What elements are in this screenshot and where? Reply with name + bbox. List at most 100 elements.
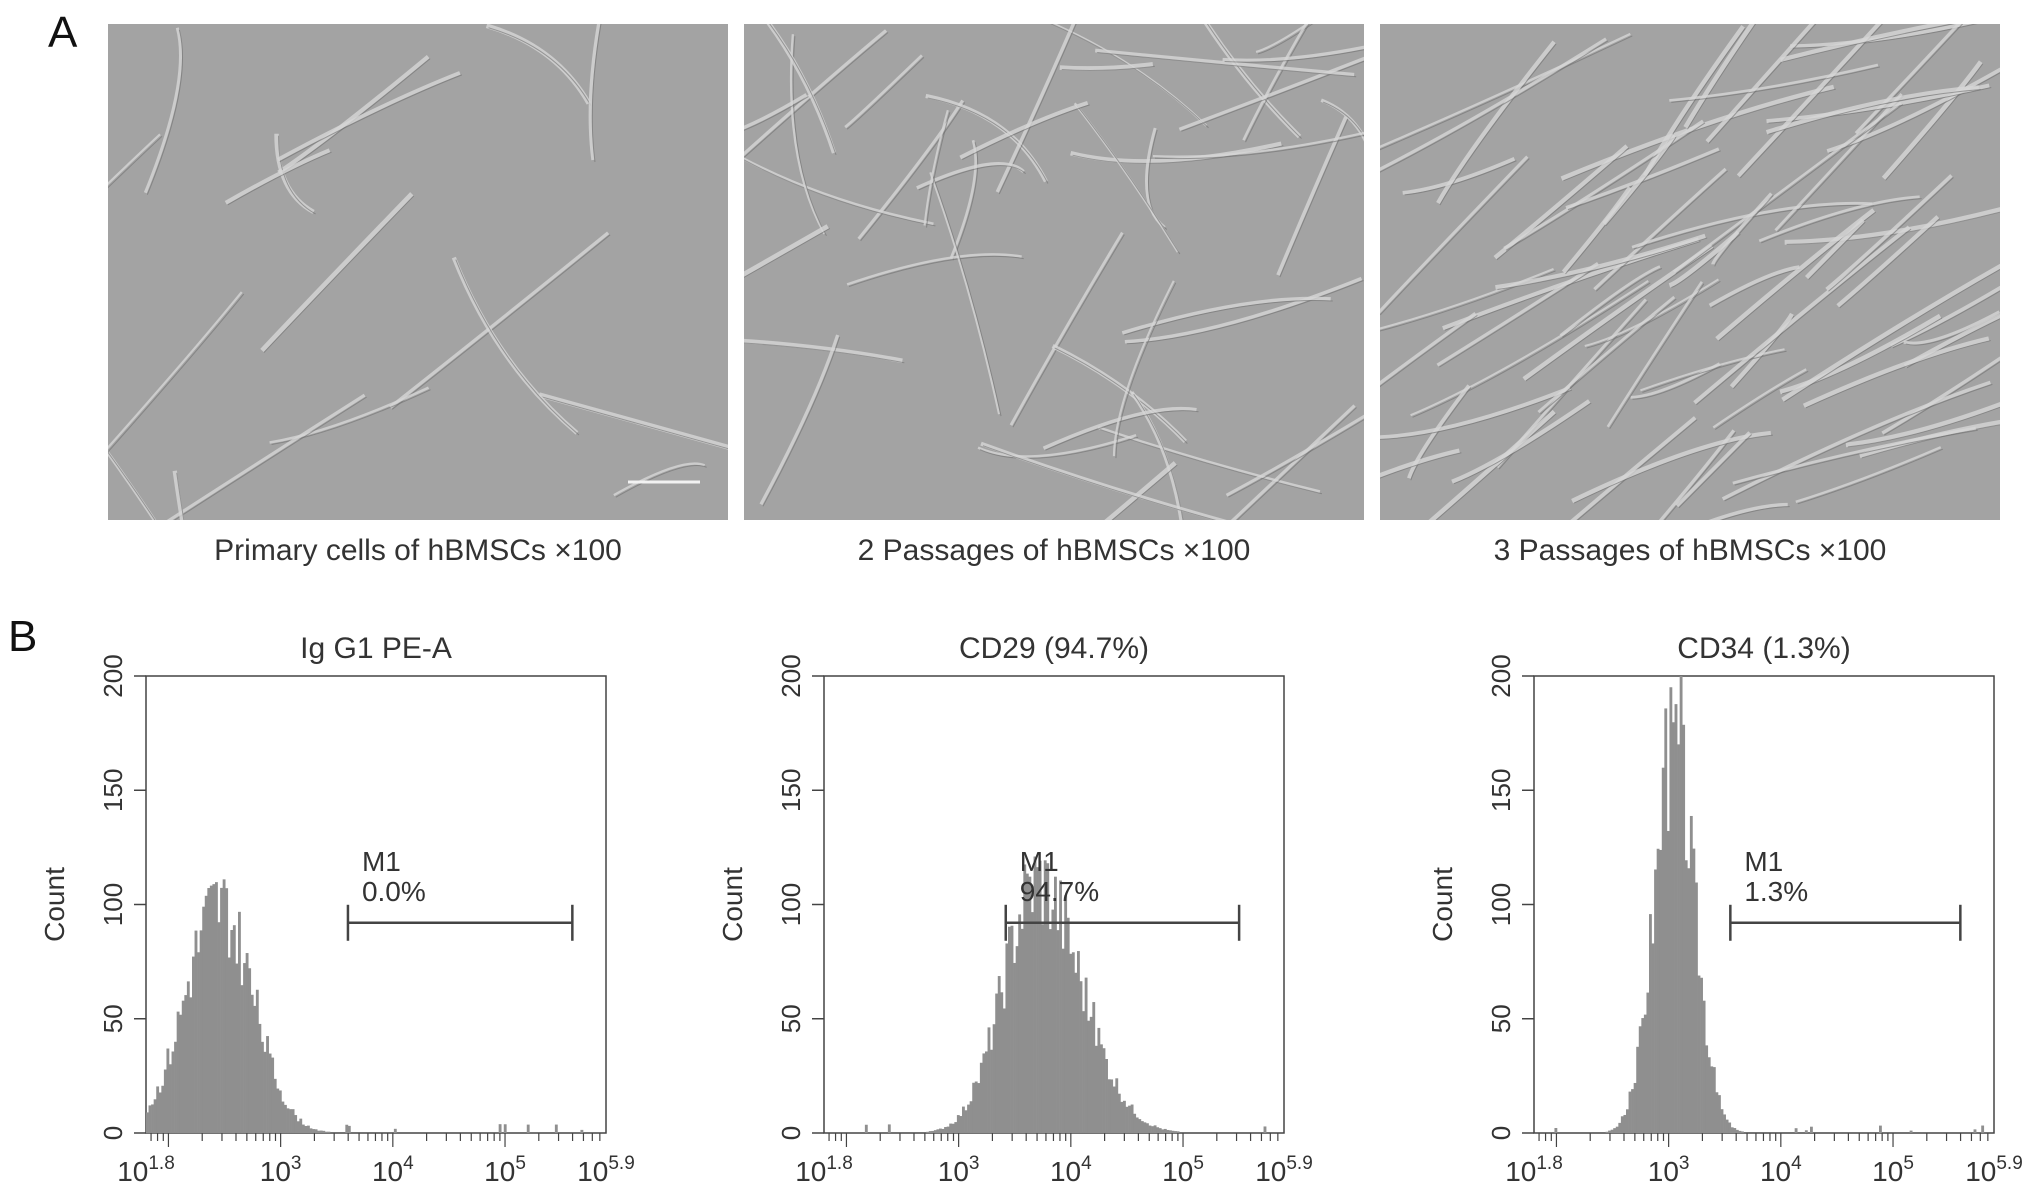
- cell: [1845, 401, 2000, 448]
- histogram-bin: [1263, 1126, 1267, 1133]
- histogram-bin: [1087, 1020, 1091, 1133]
- histogram-bin: [987, 1027, 991, 1133]
- x-tick-label: 101.8: [1505, 1153, 1563, 1187]
- histogram-bin: [1909, 1130, 1913, 1133]
- cell: [759, 334, 840, 506]
- histogram-bin: [1084, 977, 1088, 1133]
- histogram-bin: [969, 1101, 973, 1133]
- y-tick-label: 150: [98, 769, 128, 812]
- histogram-bin: [1610, 1129, 1614, 1133]
- histogram-bin: [1613, 1128, 1617, 1133]
- histogram-bin: [189, 997, 193, 1133]
- histogram-bin: [1110, 1079, 1114, 1133]
- cell: [1436, 261, 1599, 367]
- cell: [1042, 406, 1197, 450]
- histogram-bin: [1036, 867, 1039, 1133]
- histogram-chart: Ig G1 PE-A Count 0 50 100 150 200 101.8 103 104 10…: [39, 632, 635, 1187]
- cell: [1104, 461, 1177, 520]
- histogram-bin: [959, 1116, 963, 1133]
- histogram-bin: [1158, 1128, 1162, 1133]
- micrograph-passage-3-image: [1380, 24, 2000, 520]
- histogram-bin: [1146, 1123, 1149, 1133]
- histogram-bin: [951, 1123, 955, 1133]
- histogram-bin: [1097, 1027, 1101, 1133]
- x-tick-label: 105.9: [577, 1153, 635, 1187]
- histogram-bin: [393, 1128, 397, 1133]
- histogram-bin: [1123, 1100, 1126, 1133]
- histogram-bin: [936, 1129, 940, 1133]
- histogram-bin: [931, 1130, 935, 1133]
- cell: [1712, 368, 1807, 429]
- micrograph-caption-passage-3: 3 Passages of hBMSCs ×100: [1493, 534, 1887, 567]
- histogram-bin: [322, 1130, 326, 1133]
- chart-title: CD34 (1.3%): [1677, 632, 1850, 665]
- histogram-bin: [926, 1131, 930, 1133]
- histogram-bin: [1061, 948, 1065, 1133]
- histogram-bin: [1071, 952, 1075, 1133]
- histogram-bin: [972, 1082, 976, 1133]
- cell: [1795, 446, 1942, 503]
- histogram-bin: [209, 885, 213, 1133]
- cell: [1705, 24, 1815, 143]
- histogram-bin: [163, 1069, 167, 1133]
- cell: [1781, 263, 2000, 402]
- histogram-bin: [1023, 864, 1027, 1133]
- histogram-bin: [967, 1104, 970, 1133]
- histogram-bin: [238, 911, 241, 1133]
- histogram-bin: [347, 1125, 351, 1133]
- histogram-bin: [1112, 1086, 1116, 1133]
- histogram-bin: [296, 1121, 300, 1133]
- histogram-bin: [220, 887, 223, 1133]
- histogram-bin: [1120, 1101, 1124, 1133]
- histogram-bin: [266, 1036, 269, 1133]
- histogram-bin: [498, 1124, 502, 1133]
- micrograph-passage-2-image: [744, 24, 1364, 520]
- y-tick-label: 50: [776, 1004, 806, 1033]
- cell: [613, 462, 706, 497]
- histogram-bin: [1148, 1125, 1152, 1133]
- histogram-bin: [227, 957, 231, 1133]
- histogram-bin: [1702, 1000, 1706, 1133]
- histogram-bin: [202, 906, 206, 1133]
- cell: [1559, 265, 1661, 337]
- histogram-bin: [1697, 975, 1701, 1133]
- cell: [1780, 24, 1952, 63]
- histogram-bin: [1130, 1104, 1134, 1133]
- histogram-bin: [554, 1124, 558, 1133]
- cell: [1230, 404, 1356, 520]
- histogram-bin: [289, 1109, 292, 1133]
- histogram-bin: [179, 1014, 183, 1133]
- gate-percent: 94.7%: [1020, 876, 1099, 907]
- histogram-bin: [1687, 868, 1691, 1133]
- histogram-chart: CD29 (94.7%) Count 0 50 100 150 200 101.8 103 104…: [717, 632, 1313, 1187]
- cell: [172, 470, 185, 520]
- cell: [923, 109, 949, 226]
- cell: [1097, 426, 1321, 494]
- histogram-bin: [186, 981, 190, 1133]
- cell: [1503, 119, 1704, 250]
- cell: [1242, 24, 1308, 141]
- histogram-bin: [1810, 1126, 1813, 1133]
- cell: [1721, 380, 1991, 501]
- histogram-bin: [317, 1130, 321, 1133]
- histogram-bin: [1720, 1109, 1724, 1133]
- histogram-bin: [284, 1104, 287, 1133]
- histogram-bin: [314, 1129, 318, 1133]
- histogram-bin: [207, 888, 211, 1133]
- histogram-bin: [864, 1124, 868, 1133]
- histogram-bin: [1794, 1128, 1798, 1133]
- cell: [538, 392, 728, 450]
- panel-label-a: A: [48, 8, 78, 57]
- cell: [1410, 280, 1649, 417]
- histogram-bin: [345, 1124, 349, 1133]
- histogram-bin: [1643, 1014, 1647, 1133]
- histogram-bin: [977, 1083, 981, 1133]
- histogram-bin: [1128, 1105, 1131, 1133]
- y-tick-label: 200: [776, 654, 806, 697]
- histogram-bin: [503, 1124, 507, 1133]
- cell: [1380, 155, 1529, 314]
- histogram-bin: [276, 1088, 280, 1133]
- y-tick-label: 200: [1486, 654, 1516, 697]
- histogram-bin: [1074, 972, 1078, 1133]
- cell: [1683, 24, 1755, 129]
